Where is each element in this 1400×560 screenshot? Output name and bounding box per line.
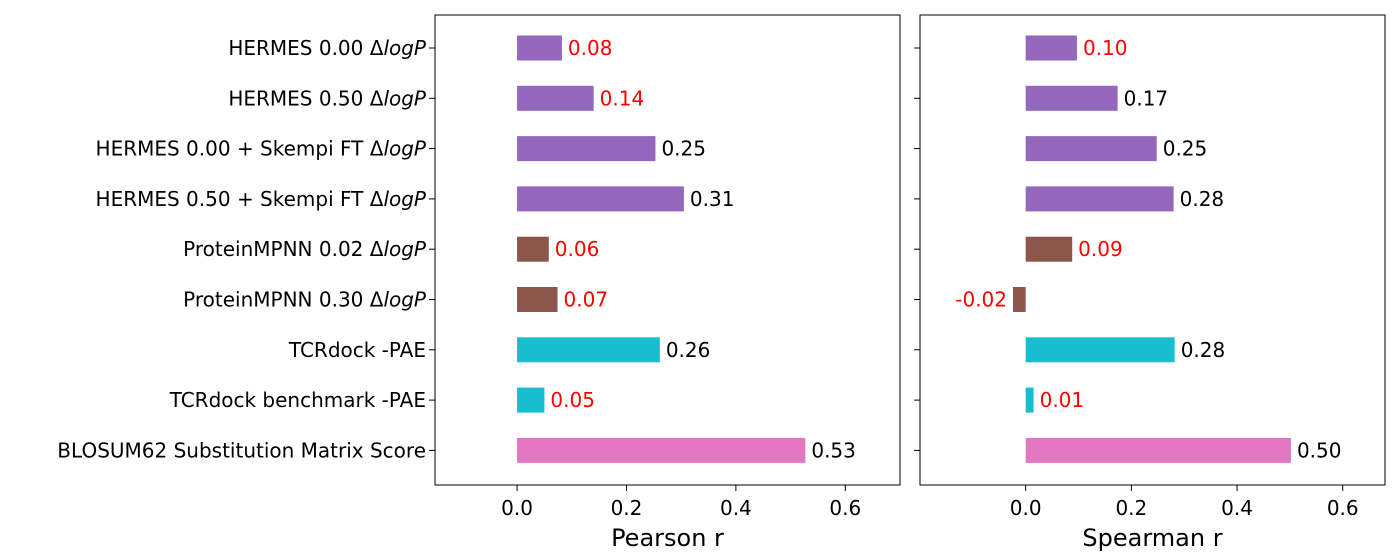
- data-label: 0.10: [1083, 36, 1128, 60]
- data-label: 0.08: [568, 36, 613, 60]
- category-label: TCRdock benchmark -PAE: [169, 388, 426, 412]
- data-label: 0.26: [666, 338, 711, 362]
- bar: [1025, 337, 1175, 363]
- data-label: 0.05: [550, 388, 595, 412]
- bar: [1025, 437, 1291, 463]
- x-tick-label: 0.2: [611, 496, 643, 520]
- plot-frame: [919, 14, 1386, 486]
- data-label: 0.31: [690, 187, 735, 211]
- data-label: 0.01: [1040, 388, 1085, 412]
- x-tick-label: 0.0: [1010, 496, 1042, 520]
- bar: [517, 136, 656, 162]
- data-label: 0.50: [1297, 438, 1342, 462]
- bar: [1025, 85, 1118, 111]
- bar: [1025, 35, 1077, 61]
- category-label: HERMES 0.50 ΔlogP: [228, 86, 427, 110]
- data-label: 0.06: [555, 237, 600, 261]
- bar: [1025, 136, 1157, 162]
- data-label: 0.25: [661, 137, 706, 161]
- data-label: 0.28: [1181, 338, 1226, 362]
- category-label: HERMES 0.00 ΔlogP: [228, 36, 427, 60]
- category-label: TCRdock -PAE: [288, 338, 426, 362]
- bar: [517, 186, 684, 212]
- category-label: ProteinMPNN 0.02 ΔlogP: [183, 237, 427, 261]
- x-tick-label: 0.4: [720, 496, 752, 520]
- bar: [1025, 387, 1034, 413]
- x-axis-label: Spearman r: [1082, 524, 1222, 552]
- x-tick-label: 0.0: [501, 496, 533, 520]
- data-label: 0.09: [1078, 237, 1123, 261]
- category-label: HERMES 0.00 + Skempi FT ΔlogP: [96, 137, 427, 161]
- bar: [517, 337, 660, 363]
- bar: [517, 35, 562, 61]
- data-label: 0.17: [1124, 86, 1169, 110]
- data-label: -0.02: [955, 288, 1007, 312]
- category-label: ProteinMPNN 0.30 ΔlogP: [183, 288, 427, 312]
- bar: [517, 287, 558, 312]
- bar: [517, 387, 545, 413]
- category-label: BLOSUM62 Substitution Matrix Score: [57, 438, 426, 462]
- data-label: 0.07: [564, 288, 609, 312]
- category-label: HERMES 0.50 + Skempi FT ΔlogP: [96, 187, 427, 211]
- data-label: 0.14: [600, 86, 645, 110]
- data-label: 0.53: [811, 438, 856, 462]
- bar: [1025, 236, 1073, 262]
- x-tick-label: 0.6: [1327, 496, 1359, 520]
- bar: [517, 236, 549, 262]
- x-tick-label: 0.2: [1115, 496, 1147, 520]
- plot-frame: [434, 14, 901, 486]
- bar: [1025, 186, 1174, 212]
- x-axis-label: Pearson r: [611, 524, 724, 552]
- x-tick-label: 0.4: [1221, 496, 1253, 520]
- data-label: 0.25: [1163, 137, 1208, 161]
- bar: [517, 85, 594, 111]
- bar: [1013, 287, 1026, 312]
- bar: [517, 437, 806, 463]
- x-tick-label: 0.6: [829, 496, 861, 520]
- data-label: 0.28: [1180, 187, 1225, 211]
